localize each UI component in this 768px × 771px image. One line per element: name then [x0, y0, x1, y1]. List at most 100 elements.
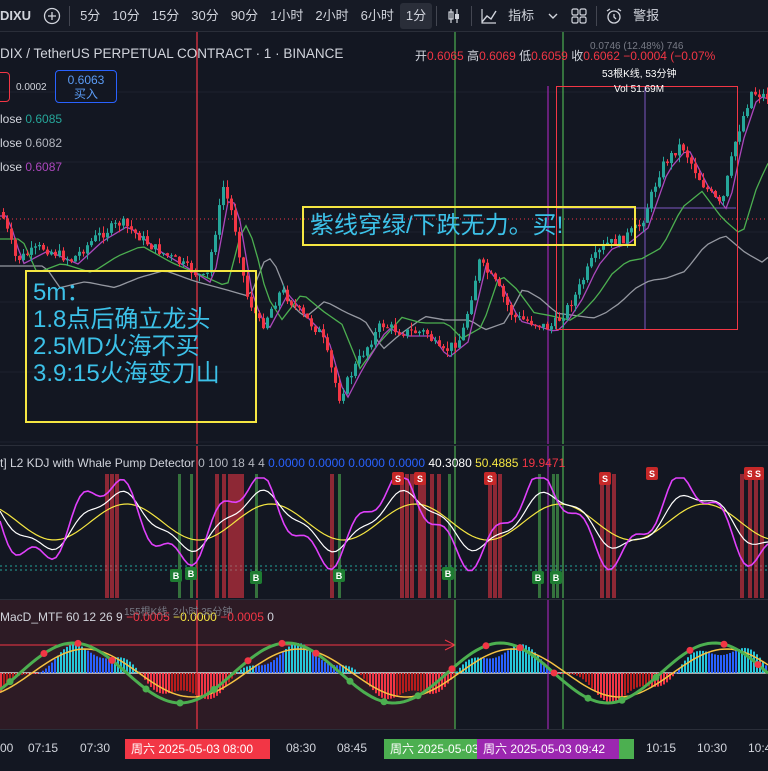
chevron-down-icon[interactable] [540, 0, 566, 32]
layout-icon[interactable] [566, 0, 592, 32]
macd-histogram-bar [474, 657, 476, 673]
macd-histogram-bar [669, 673, 671, 680]
interval-6h[interactable]: 6小时 [360, 7, 394, 23]
macd-histogram-bar [348, 666, 350, 673]
macd-histogram-bar [537, 655, 539, 673]
candle-body [70, 259, 73, 262]
macd-legend[interactable]: MacD_MTF 60 12 26 9 −0.0005 −0.0000 −0.0… [0, 610, 274, 624]
interval-2h[interactable]: 2小时 [315, 7, 349, 23]
candle-body [198, 274, 201, 276]
candle-body [662, 161, 665, 178]
candle-body [110, 223, 113, 233]
indicators-button[interactable]: 指标 [508, 7, 535, 23]
interval-1h[interactable]: 1小时 [270, 7, 304, 23]
ma-legend-2[interactable]: lose 0.6082 [0, 136, 62, 150]
candle-body [674, 152, 677, 156]
toolbar-divider [69, 5, 71, 26]
macd-histogram-bar [618, 673, 620, 700]
macd-histogram-bar [405, 673, 407, 692]
candle-body [578, 284, 581, 295]
candle-body [266, 317, 269, 329]
candle-body [658, 177, 661, 187]
measure-bars-duration: 53根K线, 53分钟 [602, 69, 677, 80]
macd-histogram-bar [381, 673, 383, 698]
candle-body [86, 245, 89, 254]
macd-histogram-bar [738, 649, 740, 673]
interval-15m[interactable]: 15分 [151, 7, 180, 23]
macd-histogram-bar [234, 673, 236, 676]
macd-measure-label: 155根K线, 2小时 35分钟 [124, 607, 233, 618]
macd-histogram-bar [114, 657, 116, 673]
ma-legend-label: lose [0, 112, 23, 126]
macd-histogram-bar [255, 665, 257, 673]
macd-histogram-bar [111, 657, 113, 673]
interval-30m[interactable]: 30分 [191, 7, 219, 23]
macd-histogram-bar [723, 654, 725, 673]
candle-body [10, 228, 13, 240]
price-chart-canvas[interactable] [0, 32, 768, 444]
kdj-chart-canvas[interactable]: B B B B B B BS S S S S S S [0, 446, 768, 598]
candle-body [314, 326, 317, 333]
macd-histogram-bar [6, 673, 8, 685]
macd-histogram-bar [207, 673, 209, 700]
macd-histogram-bar [36, 673, 38, 674]
kdj-sell-signal-bar [330, 474, 334, 598]
candle-body [498, 279, 501, 286]
kdj-sell-marker-text: S [755, 469, 761, 479]
ma-legend-1[interactable]: lose 0.6085 [0, 112, 62, 126]
measure-box[interactable] [556, 86, 738, 330]
macd-histogram-bar [522, 644, 524, 673]
kdj-buy-marker [185, 567, 197, 580]
macd-histogram-bar [681, 664, 683, 673]
macd-histogram-bar [318, 657, 320, 673]
macd-cross-dot [312, 649, 320, 657]
candle-body [378, 323, 381, 332]
macd-histogram-bar [120, 657, 122, 673]
candle-body [130, 226, 133, 230]
plus-circle-icon[interactable] [39, 0, 65, 32]
time-tick: 10:4 [748, 741, 768, 755]
ma-legend-3[interactable]: lose 0.6087 [0, 160, 62, 174]
candle-body [102, 232, 105, 238]
candle-body [550, 326, 553, 330]
time-tick: 10:15 [646, 741, 677, 755]
macd-histogram-bar [69, 645, 71, 673]
macd-histogram-bar [612, 673, 614, 703]
alarm-clock-icon[interactable] [601, 0, 627, 32]
price-pane[interactable]: DIX / TetherUS PERPETUAL CONTRACT · 1 · … [0, 32, 768, 444]
indicators-icon[interactable] [476, 0, 502, 32]
macd-histogram-bar [183, 673, 185, 691]
time-axis[interactable]: 00 07:15 07:30 08:30 08:45 10:15 10:30 1… [0, 729, 768, 771]
candle-type-icon[interactable] [441, 0, 467, 32]
macd-histogram-bar [750, 649, 752, 673]
macd-indicator-pane[interactable]: MacD_MTF 60 12 26 9 −0.0005 −0.0000 −0.0… [0, 599, 768, 729]
macd-histogram-bar [459, 667, 461, 673]
macd-chart-canvas[interactable] [0, 600, 768, 729]
candle-body [270, 308, 273, 318]
candle-body [458, 340, 461, 348]
interval-5m[interactable]: 5分 [80, 7, 101, 23]
macd-histogram-bar [303, 644, 305, 673]
kdj-buy-marker-text: B [336, 571, 343, 581]
candle-body [98, 232, 101, 236]
candle-body [442, 346, 445, 349]
sell-button[interactable] [0, 72, 10, 102]
interval-10m[interactable]: 10分 [112, 7, 140, 23]
candle-body [510, 304, 513, 315]
candle-body [202, 273, 205, 275]
candle-body [598, 249, 601, 253]
candle-body [382, 323, 385, 328]
macd-histogram-bar [363, 673, 365, 679]
alert-button[interactable]: 警报 [633, 7, 660, 23]
kdj-legend[interactable]: t] L2 KDJ with Whale Pump Detector 0 100… [0, 456, 565, 470]
symbol-name[interactable]: DIXU [0, 8, 32, 23]
candle-body [126, 218, 129, 227]
candle-body [762, 93, 765, 98]
buy-button[interactable]: 0.6063 买入 [55, 70, 117, 103]
text-annotation-strategy[interactable]: 5m： 1.8点后确立龙头 2.5MD火海不买 3.9:15火海变刀山 [25, 270, 257, 423]
interval-90m[interactable]: 90分 [230, 7, 259, 23]
interval-1m[interactable]: 1分 [399, 2, 433, 29]
text-annotation-buy-signal[interactable]: 紫线穿绿/下跌无力。买! [302, 206, 636, 246]
candle-body [346, 377, 349, 394]
